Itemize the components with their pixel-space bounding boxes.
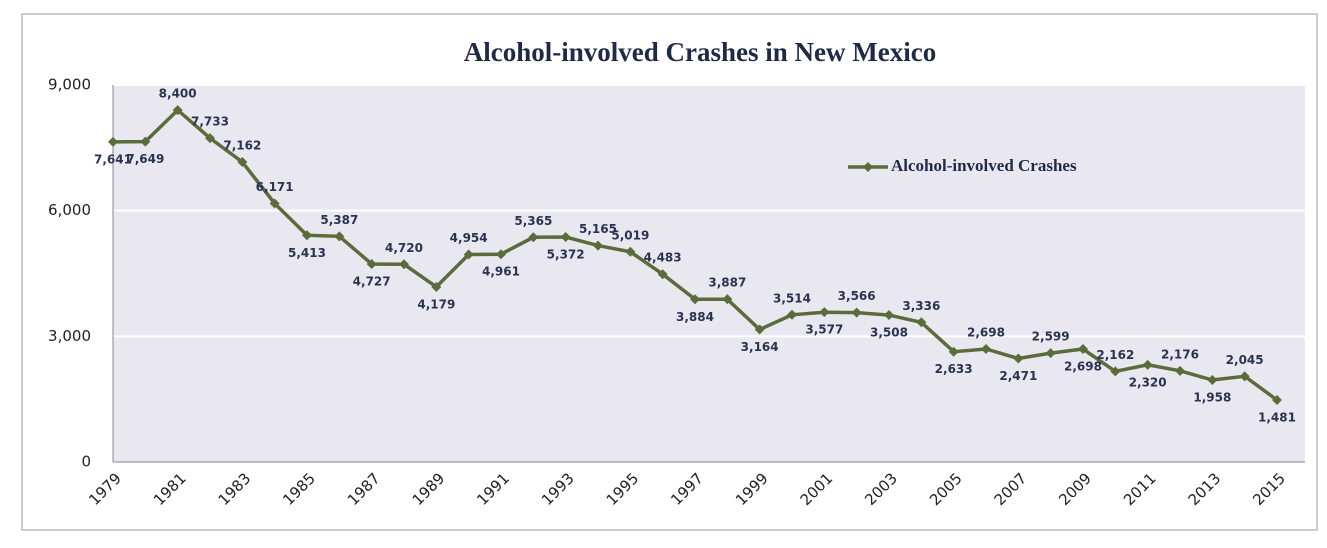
- data-point: [722, 294, 733, 305]
- data-label: 3,164: [741, 340, 779, 354]
- data-point: [302, 230, 312, 241]
- data-label: 7,162: [223, 138, 261, 152]
- data-label: 7,649: [126, 152, 164, 166]
- data-point: [754, 324, 765, 335]
- data-point: [1078, 343, 1088, 354]
- legend-marker: [863, 162, 873, 172]
- data-point: [237, 156, 248, 167]
- data-label: 2,045: [1226, 353, 1264, 367]
- data-point: [657, 269, 668, 280]
- data-label: 3,566: [838, 289, 876, 303]
- data-point: [496, 249, 506, 260]
- data-point: [981, 343, 991, 354]
- data-point: [399, 259, 409, 270]
- data-label: 7,641: [94, 152, 132, 166]
- data-point: [172, 105, 183, 116]
- data-label: 1,481: [1258, 410, 1296, 424]
- data-label: 3,884: [676, 310, 714, 324]
- plot-area: [113, 85, 1305, 462]
- data-label: 5,372: [547, 247, 585, 261]
- data-label: 2,176: [1161, 347, 1199, 361]
- data-label: 5,387: [320, 213, 358, 227]
- data-label: 5,019: [611, 228, 649, 242]
- data-point: [108, 136, 118, 147]
- y-tick-label: 6,000: [48, 201, 91, 219]
- data-point: [269, 198, 280, 209]
- data-point: [1045, 348, 1056, 359]
- data-point: [528, 232, 539, 243]
- data-point: [625, 246, 636, 257]
- data-label: 2,698: [967, 325, 1005, 339]
- data-label: 5,413: [288, 246, 326, 260]
- data-label: 3,887: [708, 276, 746, 290]
- data-label: 2,633: [935, 362, 973, 376]
- chart-title: Alcohol-involved Crashes in New Mexico: [464, 37, 936, 67]
- data-label: 4,954: [450, 231, 488, 245]
- data-point: [1207, 374, 1218, 385]
- data-label: 3,514: [773, 291, 811, 305]
- data-label: 6,171: [256, 180, 294, 194]
- data-point: [334, 231, 345, 242]
- data-point: [140, 136, 151, 147]
- data-label: 1,958: [1193, 390, 1231, 404]
- data-point: [884, 310, 894, 321]
- data-label: 2,471: [999, 369, 1037, 383]
- data-point: [463, 249, 474, 260]
- data-label: 2,162: [1096, 348, 1134, 362]
- y-tick-label: 0: [81, 453, 91, 471]
- data-point: [1142, 359, 1153, 370]
- data-point: [948, 346, 959, 357]
- y-tick-label: 3,000: [48, 327, 91, 345]
- data-point: [819, 307, 830, 318]
- data-label: 4,961: [482, 265, 520, 279]
- data-point: [560, 231, 571, 242]
- data-point: [205, 133, 215, 144]
- data-label: 5,365: [514, 214, 552, 228]
- data-label: 8,400: [159, 87, 197, 101]
- data-point: [1013, 353, 1024, 364]
- data-label: 3,577: [805, 323, 843, 337]
- data-label: 4,483: [644, 251, 682, 265]
- data-point: [916, 317, 927, 328]
- data-point: [787, 309, 797, 320]
- data-label: 4,727: [353, 274, 391, 288]
- data-label: 2,320: [1129, 375, 1167, 389]
- data-point: [1239, 371, 1250, 382]
- data-label: 2,599: [1032, 330, 1070, 344]
- legend-label: Alcohol-involved Crashes: [891, 156, 1077, 175]
- data-label: 5,165: [579, 222, 617, 236]
- data-label: 3,336: [902, 299, 940, 313]
- data-point: [1272, 394, 1282, 405]
- y-tick-label: 9,000: [48, 76, 91, 94]
- data-label: 2,698: [1064, 359, 1102, 373]
- data-point: [690, 294, 700, 305]
- data-label: 4,179: [417, 297, 455, 311]
- data-point: [366, 258, 377, 269]
- data-point: [431, 281, 442, 292]
- data-label: 7,733: [191, 115, 229, 129]
- data-point: [851, 307, 862, 318]
- data-point: [1175, 365, 1185, 376]
- data-point: [1110, 366, 1121, 377]
- data-label: 4,720: [385, 241, 423, 255]
- data-point: [593, 240, 603, 251]
- data-label: 3,508: [870, 326, 908, 340]
